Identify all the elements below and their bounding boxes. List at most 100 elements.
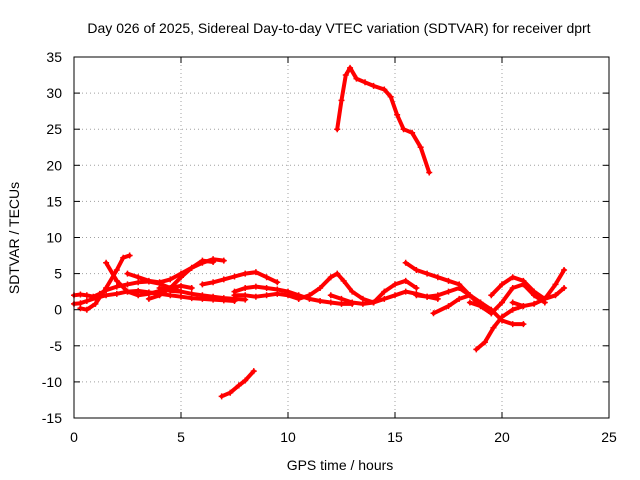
data-point-marker — [488, 292, 495, 299]
data-point-marker — [327, 274, 334, 281]
data-point-marker — [178, 293, 184, 300]
data-point-marker — [263, 292, 270, 299]
y-tick-label: 35 — [46, 49, 62, 65]
data-series — [71, 64, 568, 400]
data-point-marker — [135, 274, 142, 281]
data-point-marker — [392, 292, 398, 299]
series-track-19 — [488, 274, 568, 302]
data-point-marker — [327, 299, 334, 306]
data-point-marker — [124, 270, 131, 277]
series-track-17 — [466, 281, 548, 317]
data-point-marker — [199, 281, 206, 288]
data-point-marker — [520, 277, 527, 284]
data-point-marker — [90, 293, 97, 300]
data-point-marker — [402, 259, 409, 266]
x-tick-label: 20 — [494, 429, 510, 445]
data-point-marker — [381, 288, 388, 295]
data-point-marker — [250, 368, 257, 375]
data-point-marker — [252, 269, 259, 276]
data-point-marker — [445, 303, 452, 310]
data-point-marker — [509, 306, 516, 313]
data-point-marker — [520, 303, 527, 310]
x-tick-label: 15 — [387, 429, 403, 445]
data-point-marker — [231, 292, 238, 299]
data-point-marker — [135, 292, 142, 299]
data-point-marker — [424, 293, 431, 300]
data-point-marker — [338, 97, 345, 104]
data-point-marker — [413, 266, 420, 273]
y-tick-label: -10 — [42, 374, 62, 390]
series-line — [510, 268, 567, 309]
series-track-16 — [430, 292, 527, 328]
data-point-marker — [499, 299, 505, 306]
data-point-marker — [400, 126, 407, 133]
data-point-marker — [426, 169, 433, 176]
data-point-marker — [552, 281, 559, 288]
data-point-marker — [242, 292, 249, 299]
data-point-marker — [445, 277, 452, 284]
data-point-marker — [252, 293, 259, 300]
data-point-marker — [466, 299, 473, 306]
data-point-marker — [434, 292, 441, 299]
data-point-marker — [349, 288, 356, 295]
data-point-marker — [434, 274, 441, 281]
data-point-marker — [113, 266, 120, 273]
data-point-marker — [477, 303, 484, 310]
data-point-marker — [77, 305, 84, 312]
data-point-marker — [227, 389, 234, 396]
y-tick-label: 15 — [46, 193, 62, 209]
data-point-marker — [83, 306, 90, 313]
data-point-marker — [413, 292, 420, 299]
data-point-marker — [381, 86, 388, 93]
data-point-marker — [220, 295, 227, 302]
data-point-marker — [124, 281, 131, 288]
data-point-marker — [274, 290, 281, 297]
data-point-marker — [167, 276, 174, 283]
y-tick-label: -5 — [50, 338, 63, 354]
chart-title: Day 026 of 2025, Sidereal Day-to-day VTE… — [87, 20, 590, 36]
data-point-marker — [126, 252, 133, 259]
data-point-marker — [231, 273, 238, 280]
data-point-marker — [210, 259, 217, 266]
series-track-3 — [77, 252, 133, 313]
data-point-marker — [167, 287, 174, 294]
series-track-20 — [509, 266, 568, 310]
data-point-marker — [306, 292, 313, 299]
y-tick-label: 20 — [46, 157, 62, 173]
series-track-10 — [231, 290, 302, 302]
y-tick-label: 5 — [54, 266, 62, 282]
y-axis-label: SDTVAR / TECUs — [6, 182, 22, 294]
x-tick-label: 10 — [280, 429, 296, 445]
data-point-marker — [340, 277, 347, 284]
series-track-21 — [218, 368, 257, 400]
data-point-marker — [285, 292, 291, 299]
series-line — [467, 282, 547, 316]
x-axis-label: GPS time / hours — [287, 457, 394, 473]
data-point-marker — [381, 295, 388, 302]
data-point-marker — [342, 72, 349, 79]
data-point-marker — [124, 288, 131, 295]
data-point-marker — [541, 295, 548, 302]
data-point-marker — [263, 285, 270, 292]
data-point-marker — [188, 264, 195, 271]
series-track-8 — [199, 269, 281, 288]
data-point-marker — [509, 321, 516, 328]
data-point-marker — [394, 111, 401, 118]
data-point-marker — [242, 377, 249, 384]
data-point-marker — [178, 282, 184, 289]
data-point-marker — [77, 300, 84, 307]
data-point-marker — [156, 279, 163, 286]
data-point-marker — [188, 285, 195, 292]
series-line — [335, 65, 432, 175]
data-point-marker — [188, 290, 195, 297]
y-tick-label: -15 — [42, 410, 62, 426]
data-point-marker — [334, 270, 341, 277]
data-point-marker — [77, 291, 84, 298]
data-point-marker — [353, 75, 360, 82]
data-point-marker — [92, 300, 99, 307]
data-point-marker — [317, 298, 324, 305]
data-point-marker — [409, 129, 416, 136]
data-point-marker — [347, 64, 354, 71]
series-track-7 — [156, 285, 249, 303]
